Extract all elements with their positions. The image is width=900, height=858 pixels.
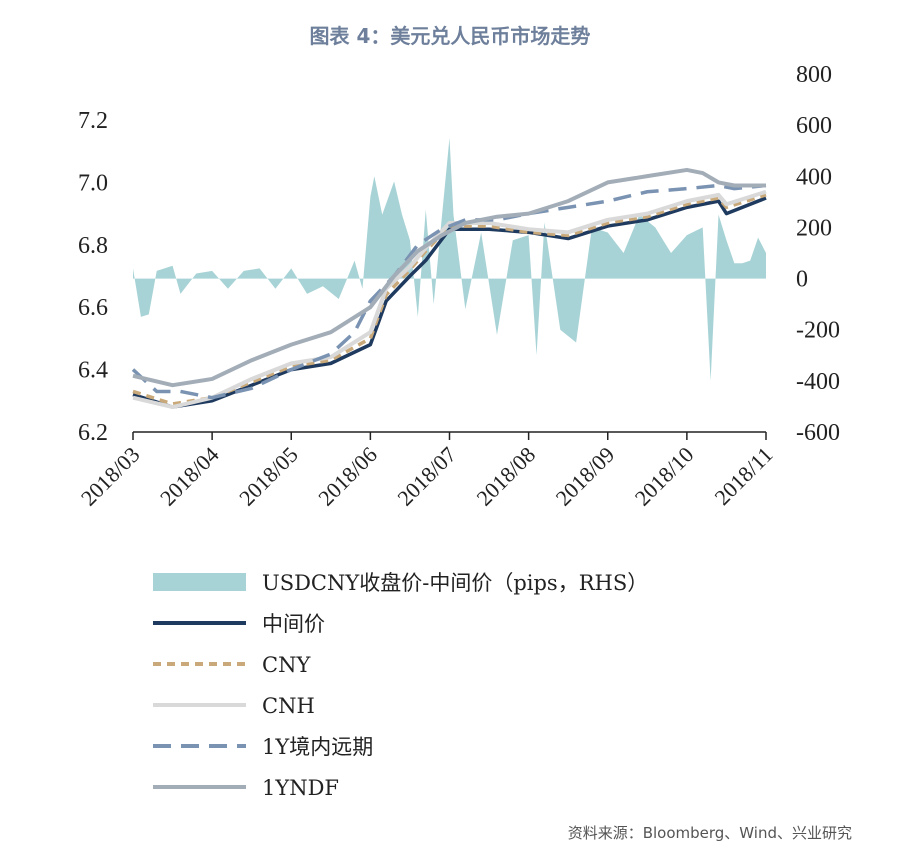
y-right-tick-label: 400	[796, 164, 832, 190]
y-right-tick-label: 0	[796, 267, 808, 293]
legend-item: CNY	[153, 653, 311, 677]
series-line-1	[132, 196, 767, 409]
legend-item: 1YNDF	[153, 776, 339, 800]
legend: USDCNY收盘价-中间价（pips，RHS） 中间价 CNY CNH 1Y境内远期 1Y…	[153, 571, 648, 800]
y-left-tick-label: 7.0	[78, 170, 108, 196]
legend-label: CNY	[262, 653, 311, 677]
x-tick-label: 2018/10	[630, 442, 699, 511]
y-left-tick-label: 6.4	[78, 358, 108, 384]
legend-label: 中间价	[262, 612, 325, 636]
legend-item: 1Y境内远期	[153, 735, 373, 759]
y-right-tick-label: 600	[796, 113, 832, 139]
y-right-tick-label: -600	[796, 420, 840, 446]
x-tick-label: 2018/05	[234, 442, 303, 511]
x-tick-label: 2018/06	[313, 442, 382, 511]
legend-label: USDCNY收盘价-中间价（pips，RHS）	[262, 571, 648, 595]
y-left-tick-label: 6.8	[78, 233, 108, 259]
y-left-tick-label: 6.6	[78, 295, 108, 321]
chart-title: 图表 4：美元兑人民币市场走势	[309, 24, 591, 48]
legend-label: 1YNDF	[262, 776, 339, 800]
x-tick-label: 2018/04	[155, 442, 224, 511]
y-right-tick-label: -200	[796, 318, 840, 344]
legend-item: 中间价	[153, 612, 325, 636]
legend-item: CNH	[153, 694, 315, 718]
source-note: 资料来源：Bloomberg、Wind、兴业研究	[567, 824, 852, 842]
legend-item: USDCNY收盘价-中间价（pips，RHS）	[153, 571, 648, 595]
series-area-spread	[133, 137, 766, 381]
y-right-tick-label: 800	[796, 62, 832, 88]
axis-layer: 2018/03 2018/04 2018/05 2018/06 2018/07 2018/…	[76, 62, 840, 511]
x-tick-label: 2018/03	[76, 442, 145, 511]
x-tick-label: 2018/08	[471, 442, 540, 511]
series-line-2	[132, 193, 767, 406]
y-left-tick-label: 6.2	[78, 420, 108, 446]
x-tick-label: 2018/11	[709, 442, 777, 510]
legend-label: 1Y境内远期	[262, 735, 373, 759]
x-tick-label: 2018/07	[392, 442, 461, 511]
series-line-5	[132, 167, 766, 388]
y-right-tick-label: 200	[796, 215, 832, 241]
y-left-tick-label: 7.2	[78, 108, 108, 134]
line-layer	[131, 167, 767, 410]
legend-swatch	[153, 573, 246, 591]
legend-label: CNH	[262, 694, 315, 718]
area-layer	[133, 137, 766, 381]
series-line-3	[132, 189, 767, 410]
x-tick-label: 2018/09	[551, 442, 620, 511]
y-right-tick-label: -400	[796, 369, 840, 395]
series-line-4	[131, 183, 767, 400]
